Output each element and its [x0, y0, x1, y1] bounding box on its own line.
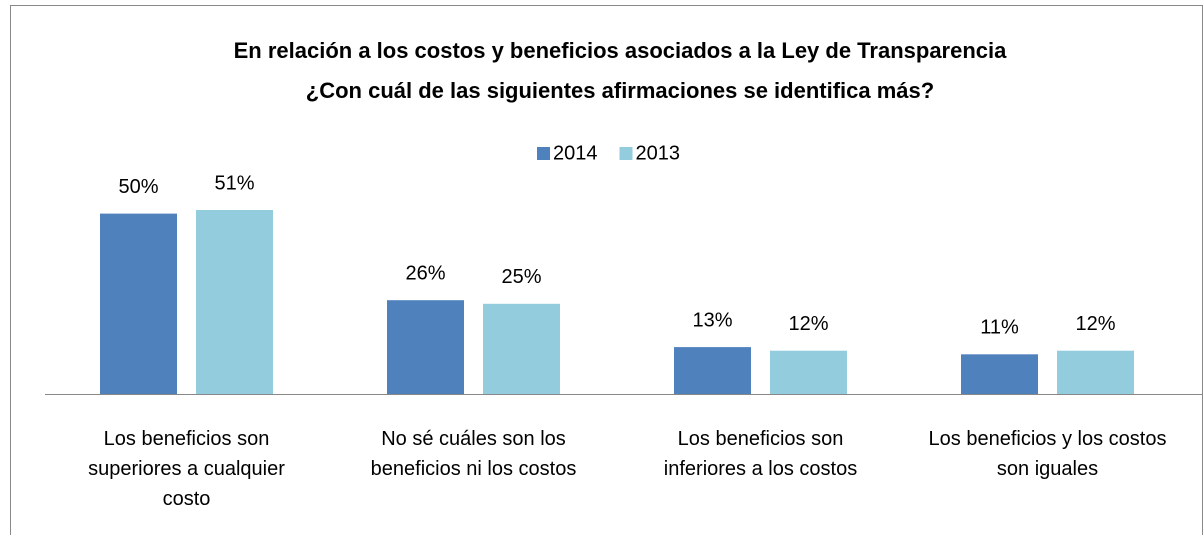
- bar: [674, 347, 751, 394]
- chart-frame: [10, 5, 1203, 535]
- x-tick-label-line: inferiores a los costos: [664, 458, 857, 480]
- legend-swatch: [537, 147, 550, 160]
- chart-title: ¿Con cuál de las siguientes afirmaciones…: [306, 78, 934, 103]
- x-tick-label-line: Los beneficios son: [678, 428, 844, 450]
- x-tick-label-line: superiores a cualquier: [88, 458, 285, 480]
- bar: [770, 350, 847, 394]
- x-tick-label-line: Los beneficios y los costos: [929, 428, 1167, 450]
- legend-label: 2014: [553, 142, 598, 164]
- x-tick-label: Los beneficios y los costos son iguales: [929, 428, 1167, 480]
- data-label: 13%: [692, 309, 732, 331]
- data-label: 51%: [214, 172, 254, 194]
- bar: [387, 300, 464, 394]
- bar: [1057, 350, 1134, 394]
- chart-title: En relación a los costos y beneficios as…: [234, 38, 1008, 63]
- x-tick-label-line: costo: [163, 488, 211, 510]
- data-label: 26%: [405, 262, 445, 284]
- bar: [196, 210, 273, 394]
- x-tick-label: Los beneficios son superiores a cualquier…: [88, 428, 285, 510]
- legend-label: 2013: [636, 142, 681, 164]
- data-label: 12%: [788, 313, 828, 335]
- data-label: 25%: [501, 266, 541, 288]
- data-label: 12%: [1075, 313, 1115, 335]
- data-label: 50%: [118, 176, 158, 198]
- bar: [100, 213, 177, 394]
- x-tick-label-line: beneficios ni los costos: [371, 458, 577, 480]
- x-tick-label-line: son iguales: [997, 458, 1098, 480]
- data-label: 11%: [980, 317, 1019, 339]
- x-tick-label-line: Los beneficios son: [104, 428, 270, 450]
- x-tick-label: Los beneficios son inferiores a los costo…: [664, 428, 857, 480]
- bar: [483, 303, 560, 394]
- x-tick-label-line: No sé cuáles son los: [381, 428, 566, 450]
- legend-swatch: [619, 147, 633, 160]
- bar: [961, 354, 1038, 394]
- x-tick-label: No sé cuáles son los beneficios ni los co…: [371, 428, 577, 480]
